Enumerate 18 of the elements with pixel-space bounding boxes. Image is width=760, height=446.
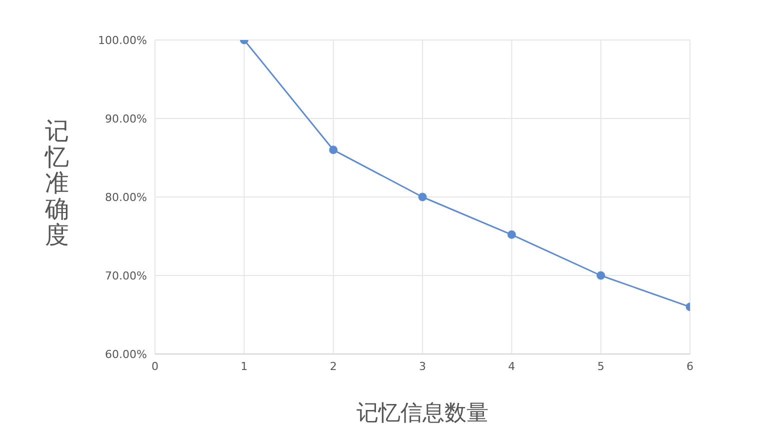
x-tick-label: 3 <box>419 360 426 373</box>
x-tick-label: 5 <box>597 360 604 373</box>
x-tick-label: 1 <box>240 360 248 373</box>
point <box>329 146 338 154</box>
y-tick-label: 70.00% <box>105 269 147 282</box>
point <box>418 192 427 202</box>
point <box>507 230 516 239</box>
y-axis-title: 记忆准确度 <box>44 117 70 249</box>
y-tick-label: 90.00% <box>105 112 147 126</box>
x-axis-title: 记忆信息数量 <box>356 401 488 426</box>
x-tick-label: 4 <box>508 360 516 373</box>
y-tick-label: 80.00% <box>105 190 147 204</box>
point <box>596 271 606 280</box>
y-tick-label: 60.00% <box>105 348 147 361</box>
y-tick-label: 100.00% <box>98 34 147 47</box>
x-tick-label: 6 <box>686 360 694 373</box>
x-tick-label: 2 <box>330 360 337 373</box>
x-tick-label: 0 <box>152 360 158 373</box>
